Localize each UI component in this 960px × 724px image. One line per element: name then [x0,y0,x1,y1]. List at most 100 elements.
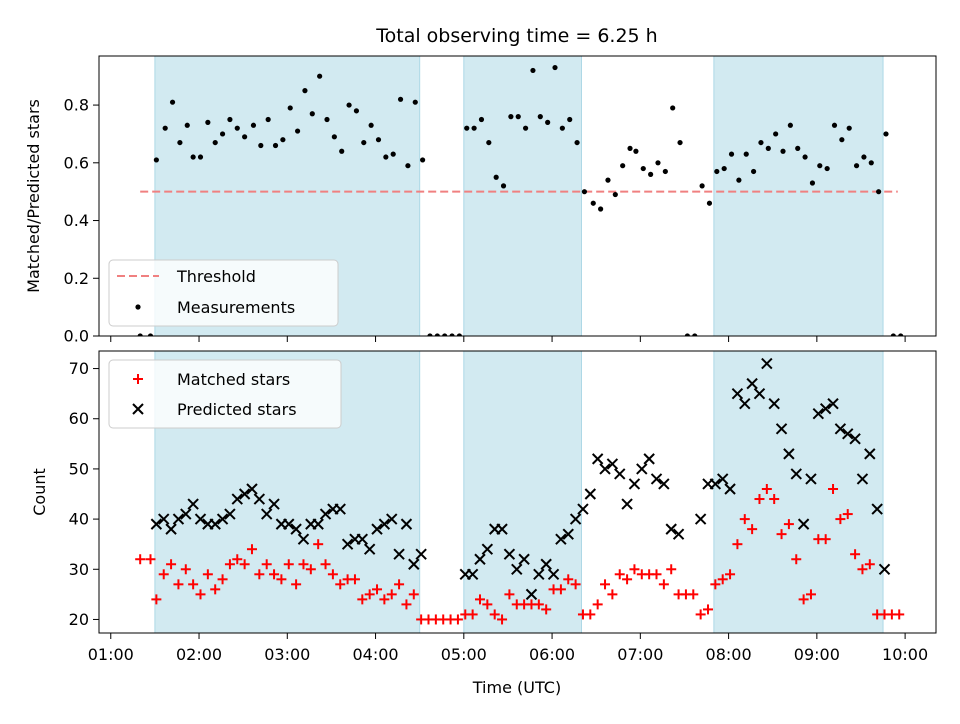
predicted-star-marker-10 [216,513,229,525]
predicted-star-marker-59 [614,468,626,480]
matched-star-marker-55 [533,599,544,610]
measurement-point-63 [598,206,604,212]
measurement-point-6 [177,139,183,146]
matched-star-marker-47 [474,594,485,605]
measurement-point-34 [383,154,389,160]
bottom-y-tick-label-2: 30 [69,560,89,579]
top-legend-box [108,259,339,327]
predicted-star-marker-39 [466,568,479,580]
measurement-point-50 [500,183,507,189]
legend-predicted-label: Predicted stars [177,400,297,419]
predicted-star-marker-30 [363,543,376,555]
predicted-star-marker-92 [871,503,883,515]
measurement-point-9 [197,154,204,160]
matched-star-marker-28 [335,579,346,590]
measurement-point-49 [493,174,499,180]
matched-star-marker-63 [592,599,603,610]
predicted-star-marker-36 [408,558,420,570]
matched-star-marker-88 [776,529,787,540]
measurement-point-99 [861,154,867,160]
bottom-y-tick-label-6: 70 [69,359,89,378]
measurement-point-2 [147,333,154,336]
matched-star-marker-36 [394,579,405,590]
top-shaded-interval-3 [713,55,884,337]
measurement-point-5 [169,99,176,105]
measurement-point-85 [758,139,764,146]
x-axis-label: Time (UTC) [472,678,561,697]
predicted-star-marker-63 [643,453,655,465]
measurement-point-7 [184,122,190,128]
measurement-point-68 [633,148,639,154]
predicted-star-marker-23 [312,518,324,530]
measurement-point-73 [670,105,676,111]
measurement-point-94 [824,165,830,172]
predicted-star-marker-78 [768,397,780,410]
measurement-point-62 [590,200,596,206]
bottom-y-axis: 20 30 40 50 60 70 [69,359,99,629]
predicted-star-marker-75 [746,377,758,390]
predicted-star-marker-31 [371,523,383,535]
predicted-star-marker-4 [172,513,185,525]
matched-star-marker-59 [563,574,574,585]
predicted-star-marker-29 [356,533,369,545]
measurement-point-33 [375,137,382,143]
bottom-panel-frame [98,350,937,634]
measurement-point-27 [331,134,337,140]
measurement-point-46 [471,125,477,131]
matched-star-marker-77 [695,609,706,620]
matched-star-marker-3 [151,594,162,605]
matched-star-marker-8 [188,579,199,590]
measurement-point-32 [368,122,374,128]
measurement-point-56 [545,119,551,125]
measurement-point-84 [750,168,757,175]
measurement-point-60 [574,139,580,146]
measurement-point-86 [765,145,771,151]
predicted-star-marker-83 [805,473,817,485]
measurement-point-103 [890,333,896,336]
predicted-star-marker-52 [562,528,574,540]
predicted-star-marker-19 [283,518,295,530]
bottom-y-tick-label-1: 20 [69,610,89,629]
predicted-star-marker-76 [753,387,766,400]
measurement-point-100 [868,160,874,166]
predicted-star-marker-74 [739,397,751,410]
measurement-point-13 [227,116,233,123]
predicted-star-marker-43 [496,523,508,535]
matched-star-marker-78 [702,604,713,615]
measurement-point-76 [692,333,698,336]
predicted-star-marker-46 [518,553,530,565]
predicted-star-marker-40 [474,553,486,565]
measurement-point-21 [287,105,293,111]
measurement-point-22 [294,128,301,134]
measurement-point-79 [714,168,720,175]
measurement-point-37 [405,163,411,169]
predicted-star-marker-53 [569,513,582,525]
legend-predicted-swatch [132,403,144,415]
bottom-legend-box [108,359,342,429]
measurement-point-58 [559,125,565,131]
predicted-star-marker-85 [819,402,832,415]
measurement-point-54 [530,67,536,74]
measurement-point-83 [743,151,749,157]
matched-star-marker-98 [850,549,861,560]
top-y-tick-label-2: 0.2 [64,269,89,288]
top-x-ticks [110,336,906,342]
measurement-point-12 [219,131,226,137]
matched-star-marker-86 [761,483,772,494]
predicted-star-marker-70 [709,478,722,490]
predicted-star-marker-37 [415,548,427,560]
matched-star-marker-65 [607,589,618,600]
top-y-axis-label: Matched/Predicted stars [24,99,43,293]
measurement-point-75 [684,333,690,336]
predicted-star-marker-93 [878,563,891,575]
measurement-point-18 [265,116,271,123]
measurement-point-98 [853,163,860,169]
measurement-point-59 [567,116,573,123]
matched-star-marker-50 [497,614,508,625]
legend-matched-marker [133,374,143,384]
measurement-point-44 [456,333,462,336]
predicted-star-marker-81 [790,468,802,480]
predicted-star-marker-15 [253,493,266,505]
matched-star-marker-100 [864,559,875,570]
